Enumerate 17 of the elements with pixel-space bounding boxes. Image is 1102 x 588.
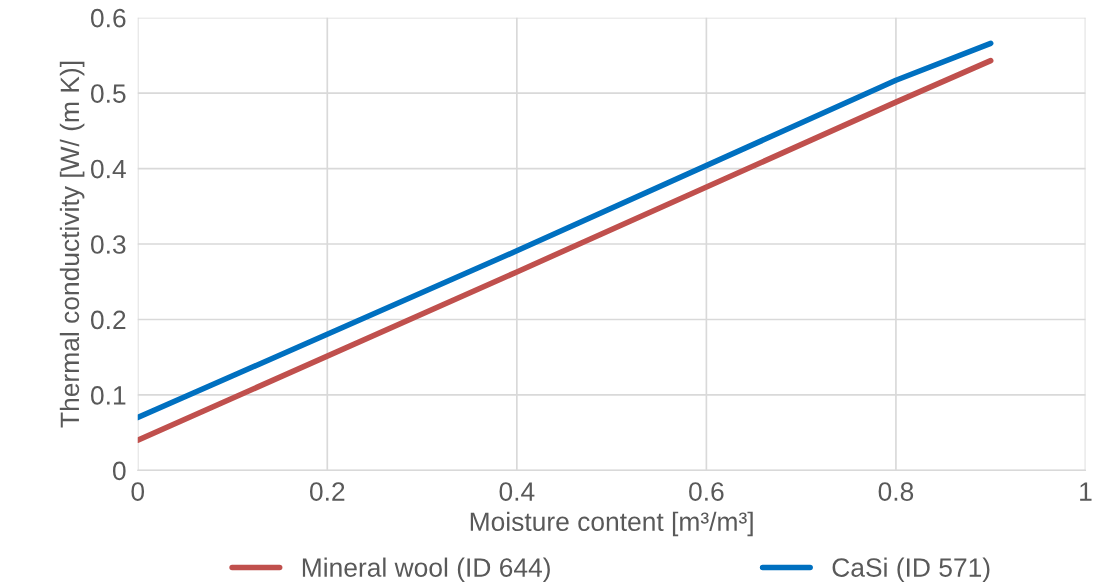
x-tick-label: 0.8 — [878, 482, 914, 501]
x-tick-label: 0.6 — [689, 482, 724, 501]
x-tick-label: 0.2 — [309, 482, 345, 501]
y-tick-label: 0.2 — [90, 310, 126, 330]
y-tick-label: 0.3 — [90, 235, 126, 254]
y-tick-label: 0.4 — [90, 159, 126, 179]
y-tick-label: 0 — [113, 461, 126, 481]
y-axis-title: Thermal conductivity [W/ (m K)] — [59, 61, 85, 428]
legend-label: Mineral wool (ID 644) — [302, 557, 550, 583]
x-tick-label: 0 — [131, 482, 145, 501]
y-tick-label: 0.5 — [90, 84, 126, 103]
x-axis-title: Moisture content [m³/m³] — [470, 511, 753, 537]
y-tick-label: 0.6 — [90, 8, 126, 28]
x-tick-label: 0.4 — [499, 482, 535, 501]
legend-label: CaSi (ID 571) — [832, 557, 990, 583]
y-tick-label: 0.1 — [90, 386, 126, 405]
x-tick-label: 1 — [1080, 482, 1092, 501]
